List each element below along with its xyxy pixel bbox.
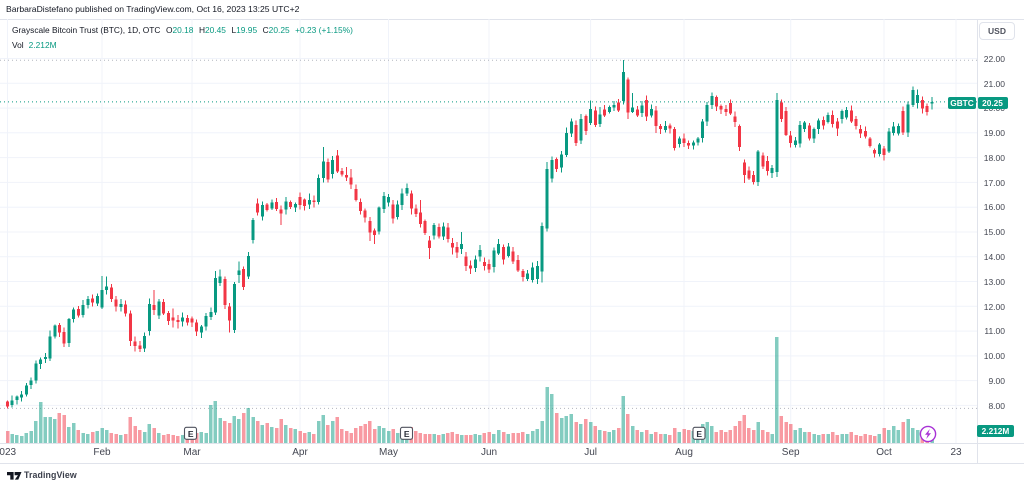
svg-text:E: E (188, 429, 194, 439)
svg-text:E: E (696, 429, 702, 439)
svg-text:E: E (404, 429, 410, 439)
